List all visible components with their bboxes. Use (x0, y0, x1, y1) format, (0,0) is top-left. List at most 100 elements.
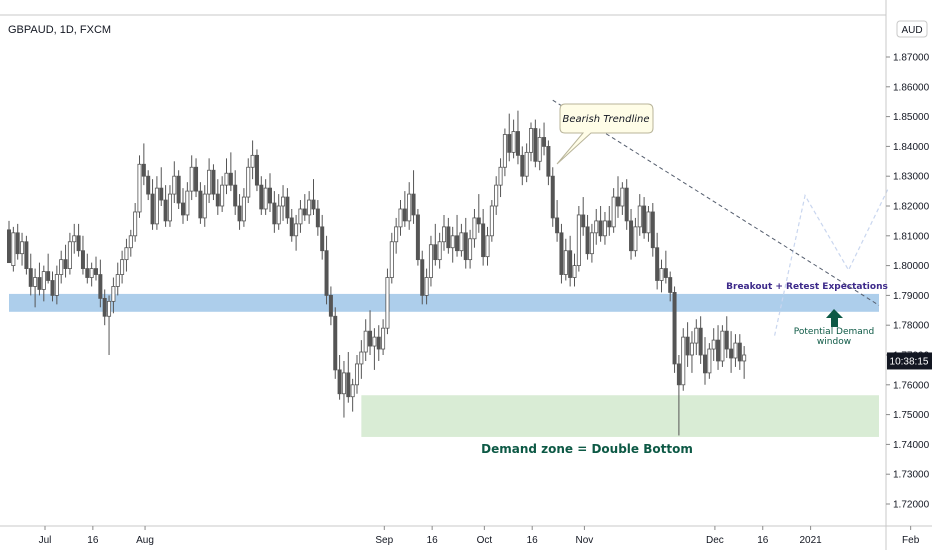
candle (128, 229, 133, 257)
candle-body (581, 214, 586, 228)
candle (485, 226, 490, 266)
currency-label: AUD (901, 25, 922, 36)
candle-body (46, 271, 51, 281)
candle (354, 355, 359, 394)
candle-body (620, 187, 625, 207)
candle-body (489, 205, 494, 237)
candle-body (333, 315, 338, 371)
time-axis[interactable]: Jul 16 Aug Sep 16 Oct 16 Nov Dec 16 2021 Feb (39, 526, 920, 546)
potential-demand-label: Potential Demand (794, 327, 874, 337)
candle-body (463, 232, 468, 261)
candle-body (94, 268, 99, 275)
demand-zone (361, 395, 880, 437)
candle (228, 152, 233, 192)
candle-body (307, 199, 312, 216)
bearish-trendline-callout[interactable]: Bearish Trendline (556, 103, 654, 165)
candle-body (311, 199, 316, 210)
price-tick-label: 1.83000 (893, 172, 930, 183)
candle-body (15, 232, 20, 255)
candle-body (41, 271, 46, 290)
candle-body (385, 277, 390, 329)
candle (446, 217, 451, 254)
candle-body (250, 154, 255, 168)
candle-body (298, 208, 303, 225)
candle (368, 310, 373, 355)
demand-zone-label: Demand zone = Double Bottom (481, 442, 693, 456)
candle-body (7, 229, 12, 264)
candle-body (729, 348, 734, 359)
candle (381, 319, 386, 355)
candle-body (294, 223, 299, 237)
candle (433, 223, 438, 266)
candle (389, 232, 394, 284)
candle-body (685, 336, 690, 356)
candle (194, 158, 199, 198)
candle (211, 164, 216, 201)
candle (333, 307, 338, 379)
candle-body (498, 166, 503, 186)
candle-body (20, 241, 25, 255)
candle (172, 161, 177, 204)
candle (224, 158, 229, 195)
candle (120, 250, 125, 284)
candle (616, 176, 621, 218)
candle-body (402, 208, 407, 222)
candle-body (646, 211, 651, 234)
price-tick-label: 1.72000 (893, 500, 930, 511)
candle-body (524, 151, 529, 177)
candle-body (563, 250, 568, 275)
candle-body (324, 250, 329, 296)
candle (703, 337, 708, 385)
candle-body (189, 166, 194, 192)
candle-body (207, 169, 212, 195)
candle (694, 319, 699, 355)
candle (37, 262, 42, 296)
candle-body (167, 193, 172, 222)
candle-body (137, 163, 142, 213)
candle (294, 214, 299, 251)
candle-body (185, 190, 190, 216)
candle (254, 149, 259, 192)
candle (198, 182, 203, 224)
candle (655, 232, 660, 290)
candle-body (389, 241, 394, 278)
candle-body (459, 232, 464, 252)
candle-body (289, 217, 294, 237)
candle-body (372, 336, 377, 347)
candle-body (24, 241, 29, 269)
candle (459, 223, 464, 257)
candle-body (163, 199, 168, 222)
candle-body (133, 211, 138, 237)
candle (394, 217, 399, 254)
symbol-title: GBPAUD, 1D, FXCM (8, 24, 112, 36)
candle-body (485, 235, 490, 258)
candle (320, 214, 325, 260)
candle (633, 217, 638, 257)
candle-body (102, 297, 107, 317)
candle (67, 232, 72, 275)
candle-body (559, 232, 564, 275)
candle (537, 128, 542, 171)
time-tick-label: 16 (527, 535, 539, 546)
candle (167, 185, 172, 227)
candle (507, 113, 512, 162)
candle (28, 253, 33, 296)
candle-body (263, 187, 268, 210)
candle-body (511, 131, 516, 153)
candle-body (328, 294, 333, 317)
currency-badge[interactable]: AUD (896, 20, 928, 38)
candle (11, 226, 16, 272)
candle (359, 340, 364, 379)
candles-layer (7, 110, 747, 436)
candle-body (637, 205, 642, 228)
time-tick-label: 16 (87, 535, 99, 546)
price-tick-label: 1.85000 (893, 112, 930, 123)
candle (80, 235, 85, 275)
candle-body (550, 175, 555, 219)
candle (555, 200, 560, 242)
candle-body (202, 193, 207, 219)
candle-body (537, 137, 542, 162)
candle (263, 179, 268, 215)
